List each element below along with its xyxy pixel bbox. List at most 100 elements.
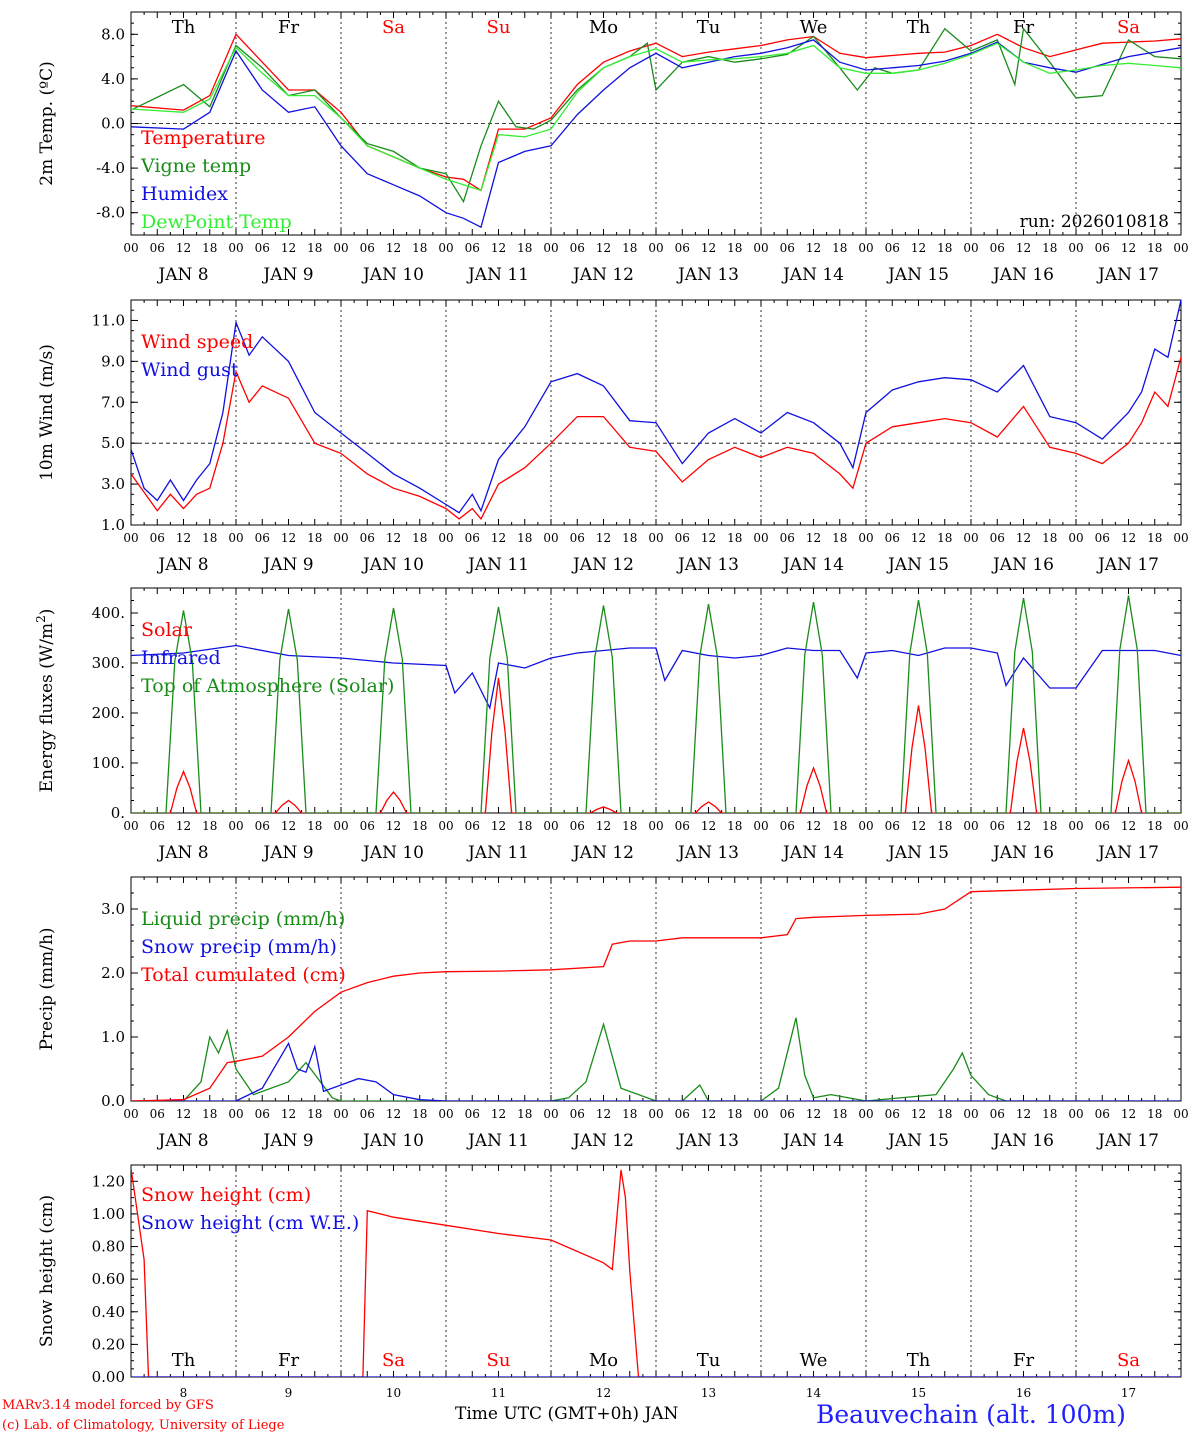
y-axis-label-sup: 2 bbox=[34, 615, 48, 623]
hour-tick-label: 06 bbox=[990, 241, 1005, 255]
hour-tick-label: 12 bbox=[596, 1107, 611, 1121]
day-number-label: 17 bbox=[1121, 1386, 1136, 1400]
hour-tick-label: 06 bbox=[780, 819, 795, 833]
date-label: JAN 14 bbox=[781, 555, 844, 575]
date-label: JAN 17 bbox=[1096, 1131, 1159, 1151]
hour-tick-label: 00 bbox=[438, 1107, 453, 1121]
day-name-label: We bbox=[800, 17, 828, 38]
y-tick-label: 0.0 bbox=[101, 1092, 125, 1110]
y-tick-label: 200. bbox=[92, 704, 125, 722]
hour-tick-label: 18 bbox=[307, 1107, 322, 1121]
hour-tick-label: 06 bbox=[885, 531, 900, 545]
hour-tick-label: 18 bbox=[412, 819, 427, 833]
date-label: JAN 8 bbox=[156, 1131, 208, 1151]
hour-tick-label: 06 bbox=[360, 531, 375, 545]
series-total-cumulated-cm-line bbox=[131, 886, 1181, 1101]
hour-tick-label: 00 bbox=[858, 819, 873, 833]
credit-line-2: (c) Lab. of Climatology, University of L… bbox=[2, 1418, 285, 1433]
hour-tick-label: 06 bbox=[570, 531, 585, 545]
date-label: JAN 10 bbox=[361, 265, 424, 285]
hour-tick-label: 12 bbox=[1121, 241, 1136, 255]
day-name-label: Tu bbox=[697, 1350, 721, 1371]
y-tick-label: 400. bbox=[92, 604, 125, 622]
date-label: JAN 9 bbox=[261, 1131, 313, 1151]
hour-tick-label: 12 bbox=[911, 1107, 926, 1121]
hour-tick-label: 18 bbox=[1147, 1107, 1162, 1121]
hour-tick-label: 06 bbox=[255, 1107, 270, 1121]
y-tick-label: 100. bbox=[92, 754, 125, 772]
hour-tick-label: 18 bbox=[517, 531, 532, 545]
hour-tick-label: 06 bbox=[780, 1107, 795, 1121]
hour-tick-label: 00 bbox=[1068, 241, 1083, 255]
date-label: JAN 17 bbox=[1096, 555, 1159, 575]
series-wind-speed-line bbox=[131, 357, 1181, 521]
y-axis-label: Snow height (cm) bbox=[37, 1195, 57, 1347]
hour-tick-label: 18 bbox=[1147, 241, 1162, 255]
y-tick-label: 300. bbox=[92, 654, 125, 672]
hour-tick-label: 18 bbox=[622, 819, 637, 833]
series-group bbox=[131, 1168, 1181, 1377]
series-wind-gust-line bbox=[131, 300, 1181, 514]
hour-tick-label: 18 bbox=[832, 241, 847, 255]
day-name-label: Th bbox=[172, 17, 196, 38]
hour-tick-label: 18 bbox=[307, 819, 322, 833]
day-name-label: Su bbox=[487, 17, 511, 38]
y-axis-label: 2m Temp. (ºC) bbox=[37, 61, 57, 186]
hour-tick-label: 00 bbox=[753, 1107, 768, 1121]
hour-tick-label: 12 bbox=[596, 531, 611, 545]
hour-tick-label: 00 bbox=[228, 1107, 243, 1121]
date-label: JAN 13 bbox=[676, 1131, 739, 1151]
hour-tick-label: 12 bbox=[176, 1107, 191, 1121]
series-snow-height-cm-line bbox=[131, 1168, 1181, 1377]
date-label: JAN 16 bbox=[991, 555, 1054, 575]
hour-tick-label: 12 bbox=[701, 1107, 716, 1121]
day-name-label: Th bbox=[907, 1350, 931, 1371]
day-name-label: Sa bbox=[1117, 17, 1140, 38]
hour-tick-label: 00 bbox=[438, 241, 453, 255]
date-label: JAN 14 bbox=[781, 265, 844, 285]
hour-tick-label: 06 bbox=[885, 241, 900, 255]
hour-tick-label: 00 bbox=[963, 819, 978, 833]
series-infrared-line bbox=[131, 644, 1181, 711]
y-tick-label: 0.0 bbox=[101, 115, 125, 133]
hour-tick-label: 12 bbox=[596, 241, 611, 255]
hour-tick-label: 06 bbox=[570, 819, 585, 833]
date-label: JAN 10 bbox=[361, 1131, 424, 1151]
y-tick-label: 7.0 bbox=[101, 393, 125, 411]
hour-tick-label: 12 bbox=[701, 241, 716, 255]
hour-tick-label: 00 bbox=[858, 241, 873, 255]
hour-tick-label: 06 bbox=[675, 819, 690, 833]
hour-tick-label: 12 bbox=[1016, 531, 1031, 545]
day-name-label: Sa bbox=[1117, 1350, 1140, 1371]
hour-tick-label: 12 bbox=[911, 819, 926, 833]
hour-tick-label: 06 bbox=[360, 1107, 375, 1121]
y-tick-label: 11.0 bbox=[92, 311, 125, 329]
series-dewpoint-temp-line bbox=[131, 42, 1181, 192]
hour-tick-label: 12 bbox=[281, 531, 296, 545]
panel-1: -8.0 -4.0 0.0 4.0 8.0 2m Temp. (ºC) 00 06 12 18 JA… bbox=[37, 11, 1189, 285]
date-label: JAN 15 bbox=[886, 1131, 949, 1151]
hour-tick-label: 00 bbox=[438, 531, 453, 545]
hour-tick-label: 12 bbox=[176, 241, 191, 255]
hour-tick-label: 12 bbox=[806, 531, 821, 545]
legend-entry: Total cumulated (cm) bbox=[141, 964, 346, 986]
y-axis-label: Precip (mm/h) bbox=[37, 927, 57, 1050]
hour-tick-label: 12 bbox=[1016, 1107, 1031, 1121]
hour-tick-label: 06 bbox=[1095, 819, 1110, 833]
hour-tick-label: 12 bbox=[1121, 1107, 1136, 1121]
x-axis-title: Time UTC (GMT+0h) JAN bbox=[455, 1404, 679, 1424]
y-tick-label: 2.0 bbox=[101, 964, 125, 982]
date-label: JAN 11 bbox=[466, 1131, 529, 1151]
hour-tick-label: 18 bbox=[937, 1107, 952, 1121]
date-label: JAN 14 bbox=[781, 1131, 844, 1151]
legend-entry: Humidex bbox=[141, 183, 228, 205]
hour-tick-label: 18 bbox=[1042, 1107, 1057, 1121]
hour-tick-label: 00 bbox=[123, 819, 138, 833]
hour-tick-label: 18 bbox=[412, 241, 427, 255]
hour-tick-label: 00 bbox=[123, 1107, 138, 1121]
hour-tick-label: 12 bbox=[386, 819, 401, 833]
hour-tick-label: 00 bbox=[333, 241, 348, 255]
day-name-label: Sa bbox=[382, 1350, 405, 1371]
y-tick-label: 0.80 bbox=[92, 1238, 125, 1256]
